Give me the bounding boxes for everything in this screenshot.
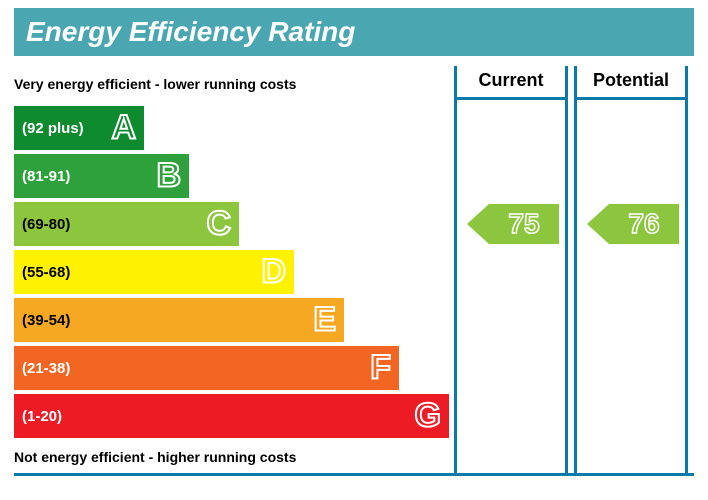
- rating-bar-range: (69-80): [22, 216, 70, 233]
- rating-bar-letter: C: [206, 205, 231, 244]
- value-arrow-label: 76: [609, 204, 679, 244]
- title-text: Energy Efficiency Rating: [26, 16, 355, 48]
- column-header-current: Current: [457, 66, 565, 100]
- rating-bar-letter: F: [370, 349, 391, 388]
- rating-bar-letter: A: [111, 109, 136, 148]
- rating-bar-a: (92 plus) A: [14, 106, 144, 150]
- rating-bar-g: (1-20) G: [14, 394, 449, 438]
- caption-top: Very energy efficient - lower running co…: [14, 76, 296, 92]
- rating-bar-range: (21-38): [22, 360, 70, 377]
- chart-area: Very energy efficient - lower running co…: [14, 66, 694, 476]
- column-current: Current 75: [454, 66, 568, 473]
- caption-bottom: Not energy efficient - higher running co…: [14, 449, 296, 465]
- arrow-tip-icon: [467, 204, 489, 244]
- column-potential: Potential 76: [574, 66, 688, 473]
- rating-bar-range: (55-68): [22, 264, 70, 281]
- title-bar: Energy Efficiency Rating: [14, 8, 694, 56]
- rating-bar-d: (55-68) D: [14, 250, 294, 294]
- rating-bar-letter: E: [313, 301, 336, 340]
- arrow-tip-icon: [587, 204, 609, 244]
- value-columns: Current 75 Potential 76: [454, 66, 688, 473]
- rating-bar-letter: B: [156, 157, 181, 196]
- rating-bar-letter: D: [261, 253, 286, 292]
- value-arrow-current: 75: [467, 204, 559, 244]
- rating-bar-range: (1-20): [22, 408, 62, 425]
- rating-bar-e: (39-54) E: [14, 298, 344, 342]
- rating-bar-b: (81-91) B: [14, 154, 189, 198]
- rating-bar-c: (69-80) C: [14, 202, 239, 246]
- rating-bar-letter: G: [415, 397, 441, 436]
- rating-bar-f: (21-38) F: [14, 346, 399, 390]
- rating-bar-range: (92 plus): [22, 120, 84, 137]
- rating-bar-range: (81-91): [22, 168, 70, 185]
- value-arrow-label: 75: [489, 204, 559, 244]
- rating-bar-range: (39-54): [22, 312, 70, 329]
- rating-bars: (92 plus) A (81-91) B (69-80) C (55-68) D (39-54…: [14, 106, 449, 442]
- column-header-potential: Potential: [577, 66, 685, 100]
- value-arrow-potential: 76: [587, 204, 679, 244]
